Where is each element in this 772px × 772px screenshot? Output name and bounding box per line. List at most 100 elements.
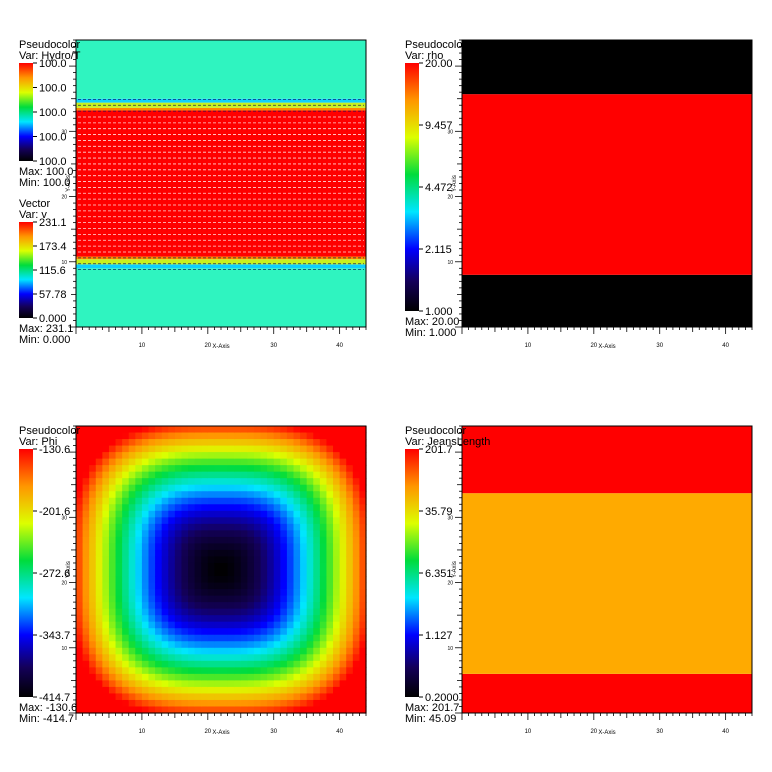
heatmap-cell (313, 504, 321, 512)
heatmap-cell (194, 608, 202, 616)
heatmap-cell (359, 562, 367, 571)
heatmap-cell (82, 517, 90, 525)
heatmap-cell (161, 452, 169, 460)
heatmap-cell (227, 621, 235, 629)
panel-phi: 10 20 30 40 10 20 30 X-Axis Y-Axis Pseudocolor Var… (0, 386, 386, 772)
heatmap-cell (89, 549, 97, 558)
heatmap-cell (201, 608, 209, 616)
heatmap-cell (221, 615, 229, 623)
heatmap-cell (313, 491, 321, 499)
heatmap-cell (122, 654, 130, 662)
heatmap-cell (135, 582, 143, 590)
heatmap-cell (188, 680, 196, 688)
heatmap-cell (141, 517, 150, 525)
heatmap-cell (102, 576, 110, 584)
heatmap-cell (267, 608, 275, 616)
heatmap-cell (148, 641, 156, 649)
heatmap-cell (319, 497, 328, 505)
heatmap-cell (82, 549, 90, 558)
heatmap-cell (201, 680, 209, 688)
heatmap-cell (346, 706, 354, 714)
y-tick-label: 10 (447, 260, 453, 266)
heatmap-cell (221, 602, 229, 610)
heatmap-cell (253, 536, 262, 545)
pc-legend-tick-label: 2.115 (425, 244, 452, 256)
heatmap-cell (247, 673, 255, 681)
heatmap-cell (108, 699, 117, 708)
heatmap-cell (234, 589, 242, 597)
panel-hydro-t: 10 20 30 40 10 20 30 X-Axis Y-Axis Pseudocolor Var… (0, 0, 386, 386)
heatmap-cell (300, 608, 308, 616)
heatmap-cell (76, 647, 84, 655)
heatmap-cell (201, 465, 209, 473)
heatmap-cell (188, 556, 196, 564)
x-tick-label: 10 (525, 343, 532, 349)
heatmap-cell (76, 504, 84, 512)
heatmap-cell (306, 634, 314, 642)
heatmap-cell (122, 543, 130, 551)
heatmap-cell (352, 667, 361, 675)
heatmap-cell (267, 562, 275, 571)
heatmap-cell (280, 432, 288, 440)
heatmap-cell (286, 576, 295, 584)
heatmap-cell (201, 543, 209, 551)
heatmap-cell (89, 530, 97, 538)
heatmap-cell (135, 660, 143, 668)
heatmap-cell (102, 478, 110, 486)
heatmap-cell (253, 641, 262, 649)
heatmap-cell (359, 686, 367, 695)
heatmap-cell (247, 595, 255, 603)
heatmap-cell (339, 426, 347, 434)
heatmap-cell (95, 530, 103, 538)
heatmap-cell (333, 608, 341, 616)
heatmap-cell (82, 484, 90, 492)
pc-legend-tick-label: 100.0 (39, 58, 67, 70)
heatmap-cell (95, 517, 103, 525)
heatmap-cell (313, 667, 321, 675)
heatmap-cell (227, 536, 235, 545)
heatmap-cell (115, 589, 123, 597)
heatmap-cell (161, 582, 169, 590)
heatmap-cell (300, 562, 308, 571)
heatmap-cell (293, 686, 301, 695)
heatmap-cell (253, 582, 262, 590)
heatmap-cell (286, 608, 295, 616)
heatmap-cell (76, 452, 84, 460)
heatmap-cell (115, 465, 123, 473)
heatmap-cell (352, 582, 361, 590)
heatmap-cell (174, 673, 183, 681)
heatmap-cell (234, 621, 242, 629)
heatmap-cell (273, 576, 281, 584)
heatmap-cell (194, 667, 202, 675)
heatmap-cell (102, 641, 110, 649)
heatmap-cell (221, 530, 229, 538)
heatmap-cell (188, 484, 196, 492)
heatmap-cell (247, 569, 255, 577)
heatmap-cell (108, 530, 117, 538)
heatmap-cell (155, 667, 163, 675)
heatmap-cell (346, 426, 354, 434)
heatmap-cell (135, 517, 143, 525)
heatmap-cell (260, 602, 268, 610)
heatmap-cell (234, 569, 242, 577)
heatmap-cell (260, 615, 268, 623)
heatmap-cell (122, 582, 130, 590)
heatmap-cell (161, 673, 169, 681)
heatmap-cell (82, 426, 90, 434)
heatmap-cell (260, 595, 268, 603)
vec-legend-tick-label: 57.78 (39, 289, 67, 301)
heatmap-cell (128, 680, 136, 688)
heatmap-cell (293, 654, 301, 662)
heatmap-cell (181, 458, 189, 466)
heatmap-cell (194, 589, 202, 597)
heatmap-cell (240, 497, 248, 505)
heatmap-cell (273, 660, 281, 668)
heatmap-cell (300, 589, 308, 597)
heatmap-cell (194, 615, 202, 623)
heatmap-cell (141, 641, 150, 649)
heatmap-cell (234, 432, 242, 440)
heatmap-cell (174, 523, 183, 531)
heatmap-cell (181, 576, 189, 584)
heatmap-cell (273, 647, 281, 655)
heatmap-cell (168, 582, 176, 590)
